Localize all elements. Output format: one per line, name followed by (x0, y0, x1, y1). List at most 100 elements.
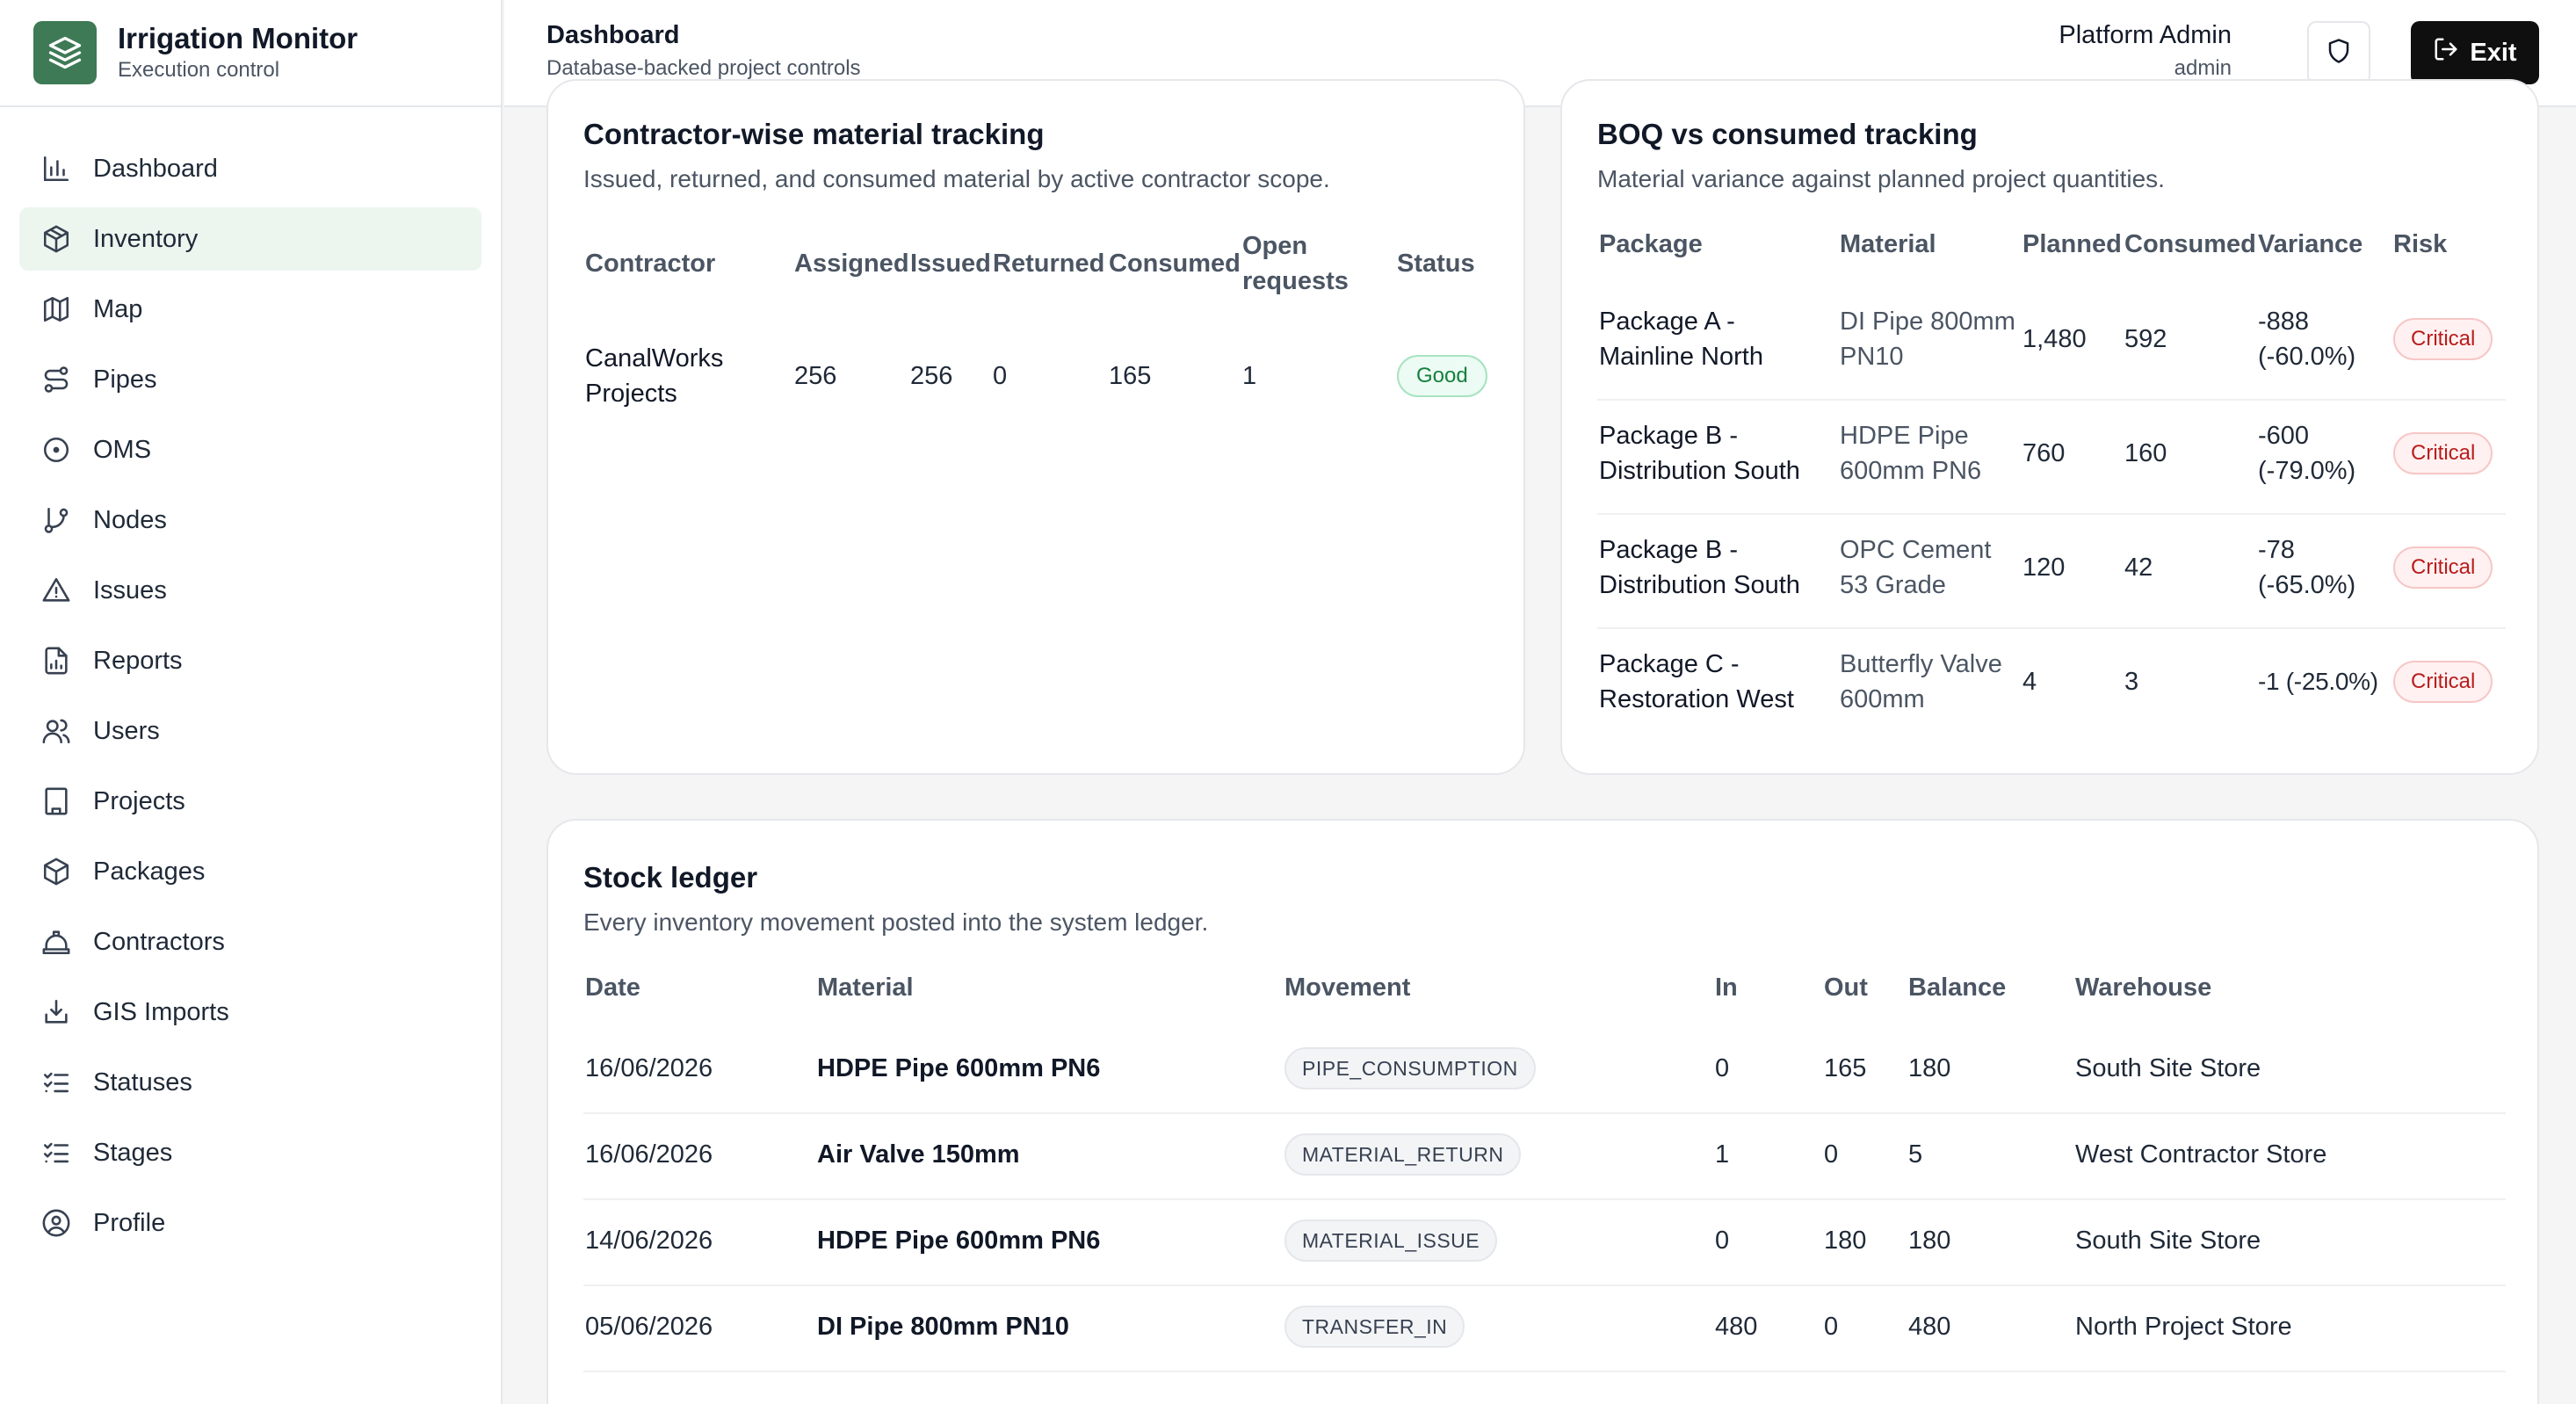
risk-badge: Critical (2393, 661, 2493, 703)
movement-badge: MATERIAL_RETURN (1284, 1133, 1522, 1176)
contractor-name: Projects (585, 380, 677, 408)
variance-value: -78 (2258, 536, 2295, 564)
sidebar-item-map[interactable]: Map (19, 278, 481, 341)
column-header: Planned (2022, 230, 2122, 258)
sidebar-item-label: Contractors (93, 927, 225, 956)
sidebar-item-label: Profile (93, 1208, 166, 1237)
consumed-value: 42 (2124, 554, 2153, 582)
user-role: admin (2174, 56, 2232, 80)
material-name: DI Pipe 800mm (1840, 308, 2015, 336)
consumed-value: 592 (2124, 325, 2167, 353)
risk-badge: Critical (2393, 546, 2493, 589)
stock-ledger-card: Stock ledger Every inventory movement po… (546, 819, 2539, 1404)
circle-dot-icon (40, 434, 72, 466)
sidebar-item-statuses[interactable]: Statuses (19, 1051, 481, 1114)
material-name: HDPE Pipe (1840, 422, 1969, 450)
card-title: Stock ledger (583, 861, 758, 894)
brand: Irrigation Monitor Execution control (0, 0, 501, 107)
column-header: Movement (1284, 973, 1411, 1002)
import-icon (40, 996, 72, 1028)
alert-triangle-icon (40, 575, 72, 606)
app-title: Irrigation Monitor (118, 22, 358, 54)
sidebar-item-oms[interactable]: OMS (19, 418, 481, 481)
column-header: Out (1824, 973, 1868, 1002)
column-header: Balance (1908, 973, 2007, 1002)
date-cell: 14/06/2026 (585, 1227, 713, 1255)
sidebar: Irrigation Monitor Execution control Das… (0, 0, 503, 1404)
package-name: Package B - (1599, 422, 1738, 450)
planned-value: 4 (2022, 668, 2037, 696)
column-header: Date (585, 973, 640, 1002)
sidebar-item-dashboard[interactable]: Dashboard (19, 137, 481, 200)
sidebar-item-contractors[interactable]: Contractors (19, 910, 481, 973)
page-subtitle: Database-backed project controls (546, 56, 861, 80)
warehouse-cell: North Project Store (2075, 1313, 2292, 1341)
package-name: Package A - (1599, 308, 1735, 336)
sidebar-item-issues[interactable]: Issues (19, 559, 481, 622)
row-divider (583, 1285, 2506, 1286)
sidebar-item-label: Map (93, 294, 143, 323)
material-name: 600mm PN6 (1840, 457, 1982, 485)
variance-value: (-79.0%) (2258, 457, 2356, 485)
sidebar-item-profile[interactable]: Profile (19, 1191, 481, 1255)
sidebar-item-packages[interactable]: Packages (19, 840, 481, 903)
row-divider (583, 1112, 2506, 1114)
out-cell: 180 (1824, 1227, 1867, 1255)
sidebar-item-label: Projects (93, 786, 185, 815)
sidebar-item-nodes[interactable]: Nodes (19, 489, 481, 552)
sidebar-item-stages[interactable]: Stages (19, 1121, 481, 1184)
balance-cell: 480 (1908, 1313, 1951, 1341)
column-header: Contractor (585, 250, 716, 278)
exit-button[interactable]: Exit (2411, 21, 2539, 84)
sidebar-item-gis-imports[interactable]: GIS Imports (19, 981, 481, 1044)
row-divider (1597, 399, 2506, 401)
sidebar-item-label: OMS (93, 435, 152, 464)
sidebar-item-label: Stages (93, 1138, 173, 1167)
user-circle-icon (40, 1207, 72, 1239)
warehouse-cell: South Site Store (2075, 1227, 2261, 1255)
log-out-icon (2433, 36, 2470, 69)
date-cell: 05/06/2026 (585, 1313, 713, 1341)
column-header: Variance (2258, 230, 2363, 258)
column-header: Assigned (794, 250, 909, 278)
date-cell: 16/06/2026 (585, 1054, 713, 1082)
movement-badge: TRANSFER_IN (1284, 1306, 1465, 1348)
column-header: Package (1599, 230, 1703, 258)
user-name: Platform Admin (2059, 21, 2232, 49)
sidebar-item-inventory[interactable]: Inventory (19, 207, 481, 271)
sidebar-item-users[interactable]: Users (19, 699, 481, 763)
card-title: Contractor-wise material tracking (583, 118, 1045, 150)
date-cell: 16/06/2026 (585, 1140, 713, 1169)
sidebar-item-label: Dashboard (93, 154, 218, 183)
variance-value: (-65.0%) (2258, 571, 2356, 599)
sidebar-item-projects[interactable]: Projects (19, 770, 481, 833)
sidebar-item-reports[interactable]: Reports (19, 629, 481, 692)
in-cell: 0 (1715, 1227, 1730, 1255)
sidebar-item-label: Users (93, 716, 160, 745)
in-cell: 1 (1715, 1140, 1730, 1169)
assigned-value: 256 (794, 362, 837, 390)
column-header: In (1715, 973, 1738, 1002)
material-cell: DI Pipe 800mm PN10 (817, 1313, 1069, 1341)
sidebar-item-label: Pipes (93, 365, 157, 394)
consumed-value: 165 (1109, 362, 1152, 390)
material-name: Butterfly Valve (1840, 650, 2002, 678)
variance-value: -888 (2258, 308, 2310, 336)
row-divider (1597, 627, 2506, 629)
column-header: Issued (910, 250, 991, 278)
balance-cell: 180 (1908, 1227, 1951, 1255)
column-header: Open (1242, 232, 1308, 260)
boq-tracking-card: BOQ vs consumed tracking Material varian… (1560, 79, 2539, 775)
sidebar-item-pipes[interactable]: Pipes (19, 348, 481, 411)
top-header: Dashboard Database-backed project contro… (504, 0, 2576, 107)
package-name: Package B - (1599, 536, 1738, 564)
column-header: Warehouse (2075, 973, 2212, 1002)
shield-button[interactable] (2307, 21, 2370, 84)
movement-badge: MATERIAL_ISSUE (1284, 1219, 1498, 1262)
git-branch-icon (40, 504, 72, 536)
column-header: Material (1840, 230, 1936, 258)
sidebar-item-label: Nodes (93, 505, 167, 534)
layers-logo-icon (33, 21, 97, 84)
list-checks-icon (40, 1137, 72, 1169)
list-checks-icon (40, 1067, 72, 1098)
